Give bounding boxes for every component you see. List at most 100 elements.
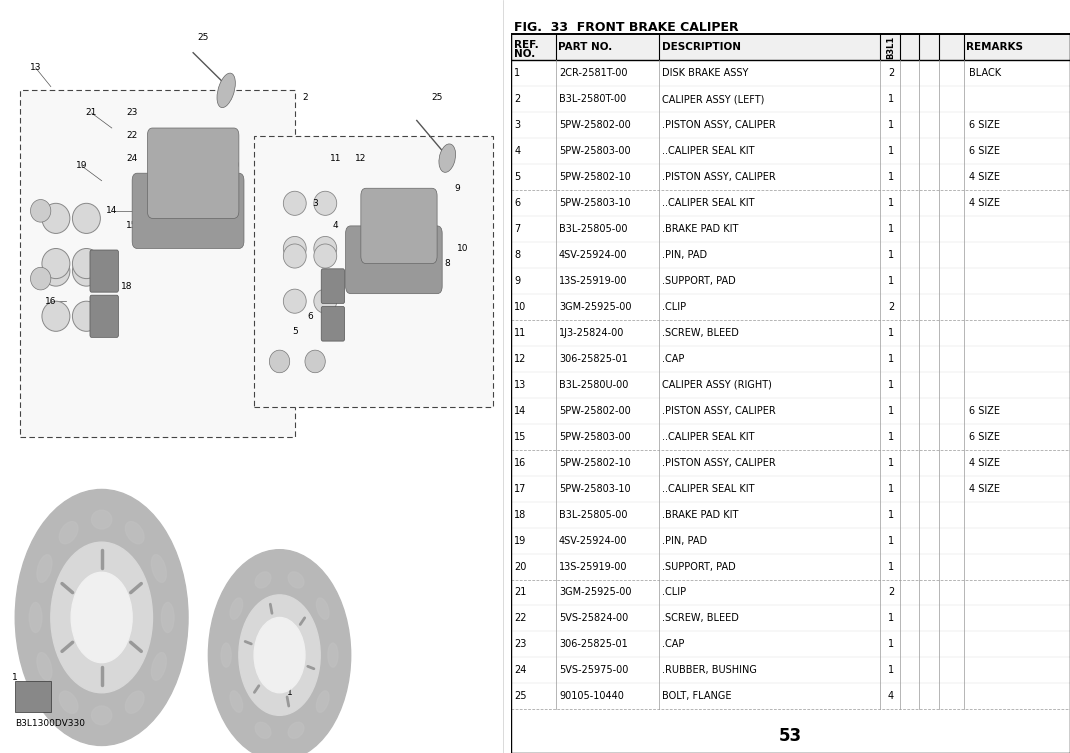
Text: 18: 18 [515,510,526,520]
Text: 15: 15 [126,221,138,230]
Ellipse shape [125,522,144,544]
Text: 5PW-25803-10: 5PW-25803-10 [559,483,630,494]
Text: 13: 13 [515,380,526,390]
Text: 5: 5 [292,327,297,336]
Ellipse shape [37,555,52,582]
Text: 1: 1 [888,510,895,520]
Text: 6 SIZE: 6 SIZE [969,120,1000,130]
Text: .SUPPORT, PAD: .SUPPORT, PAD [662,562,736,572]
Ellipse shape [151,555,166,582]
Ellipse shape [288,722,304,739]
Text: 10: 10 [457,244,469,253]
Text: 17: 17 [515,483,526,494]
Ellipse shape [42,301,70,331]
Text: 12: 12 [515,354,526,364]
FancyBboxPatch shape [133,173,244,248]
Text: 4: 4 [515,146,520,156]
Ellipse shape [37,653,52,680]
Ellipse shape [284,289,306,313]
Text: 9: 9 [455,184,460,193]
Text: 1: 1 [888,172,895,182]
Ellipse shape [91,706,111,724]
Text: 11: 11 [330,154,341,163]
Text: ..CALIPER SEAL KIT: ..CALIPER SEAL KIT [662,146,754,156]
FancyBboxPatch shape [361,188,438,264]
Text: 25: 25 [198,33,209,42]
Text: B3L-2580U-00: B3L-2580U-00 [559,380,628,390]
Text: 6 SIZE: 6 SIZE [969,406,1000,416]
Text: 13S-25919-00: 13S-25919-00 [559,276,627,286]
Text: REMARKS: REMARKS [966,42,1023,52]
Text: .BRAKE PAD KIT: .BRAKE PAD KIT [662,510,738,520]
Ellipse shape [73,203,101,233]
Text: PART NO.: PART NO. [559,42,613,52]
Text: 7: 7 [327,289,333,298]
Text: 6 SIZE: 6 SIZE [969,146,1000,156]
Ellipse shape [305,350,325,373]
Text: 53: 53 [779,727,802,745]
Text: 1: 1 [888,483,895,494]
Text: 1: 1 [515,69,520,78]
Text: 16: 16 [515,458,526,468]
Text: DESCRIPTION: DESCRIPTION [661,42,740,52]
Text: .CAP: .CAP [662,639,685,649]
FancyBboxPatch shape [321,269,345,303]
Text: 7: 7 [515,224,520,234]
Ellipse shape [73,248,101,279]
Text: 5PW-25803-00: 5PW-25803-00 [559,146,630,156]
Text: 5PW-25802-00: 5PW-25802-00 [559,406,630,416]
Text: 5: 5 [515,172,520,182]
Text: CALIPER ASSY (RIGHT): CALIPER ASSY (RIGHT) [662,380,773,390]
Ellipse shape [270,350,290,373]
Text: 21: 21 [86,108,97,117]
Circle shape [51,542,153,693]
Text: 4SV-25924-00: 4SV-25924-00 [559,250,627,260]
Text: 21: 21 [515,587,526,597]
Text: 25: 25 [431,93,443,102]
Text: 5PW-25802-00: 5PW-25802-00 [559,120,630,130]
Text: 19: 19 [515,535,526,546]
Text: 4 SIZE: 4 SIZE [969,172,1000,182]
Ellipse shape [59,522,78,544]
Text: 1: 1 [888,198,895,208]
Ellipse shape [314,244,337,268]
Text: 14: 14 [515,406,526,416]
Text: ..CALIPER SEAL KIT: ..CALIPER SEAL KIT [662,483,754,494]
Text: 306-25825-01: 306-25825-01 [559,639,628,649]
Text: 10: 10 [515,302,526,312]
Text: 12: 12 [355,154,367,163]
Text: .CLIP: .CLIP [662,302,686,312]
FancyBboxPatch shape [148,128,239,218]
Ellipse shape [42,256,70,286]
Text: 5PW-25803-00: 5PW-25803-00 [559,431,630,442]
Text: .PISTON ASSY, CALIPER: .PISTON ASSY, CALIPER [662,458,776,468]
Circle shape [15,489,188,745]
Ellipse shape [162,602,174,633]
Text: 4 SIZE: 4 SIZE [969,483,1000,494]
Text: 1: 1 [287,688,292,697]
Circle shape [239,595,320,715]
Text: REF.: REF. [514,40,538,50]
Ellipse shape [284,191,306,215]
Text: .PISTON ASSY, CALIPER: .PISTON ASSY, CALIPER [662,120,776,130]
Text: B3L1: B3L1 [886,35,896,59]
Text: 1: 1 [888,328,895,338]
FancyBboxPatch shape [321,306,345,341]
Text: 5PW-25802-10: 5PW-25802-10 [559,458,630,468]
Text: 22: 22 [126,131,138,140]
Ellipse shape [42,203,70,233]
Ellipse shape [73,301,101,331]
Text: 1: 1 [888,380,895,390]
Text: 3GM-25925-00: 3GM-25925-00 [559,302,631,312]
Ellipse shape [230,598,243,619]
Ellipse shape [439,144,456,172]
Text: 16: 16 [45,297,57,306]
Text: 14: 14 [106,206,118,215]
Ellipse shape [217,73,235,108]
Bar [511,34,1070,60]
Text: 4 SIZE: 4 SIZE [969,198,1000,208]
Text: 4 SIZE: 4 SIZE [969,458,1000,468]
Ellipse shape [314,191,337,215]
Text: 1: 1 [888,639,895,649]
Text: .PISTON ASSY, CALIPER: .PISTON ASSY, CALIPER [662,406,776,416]
